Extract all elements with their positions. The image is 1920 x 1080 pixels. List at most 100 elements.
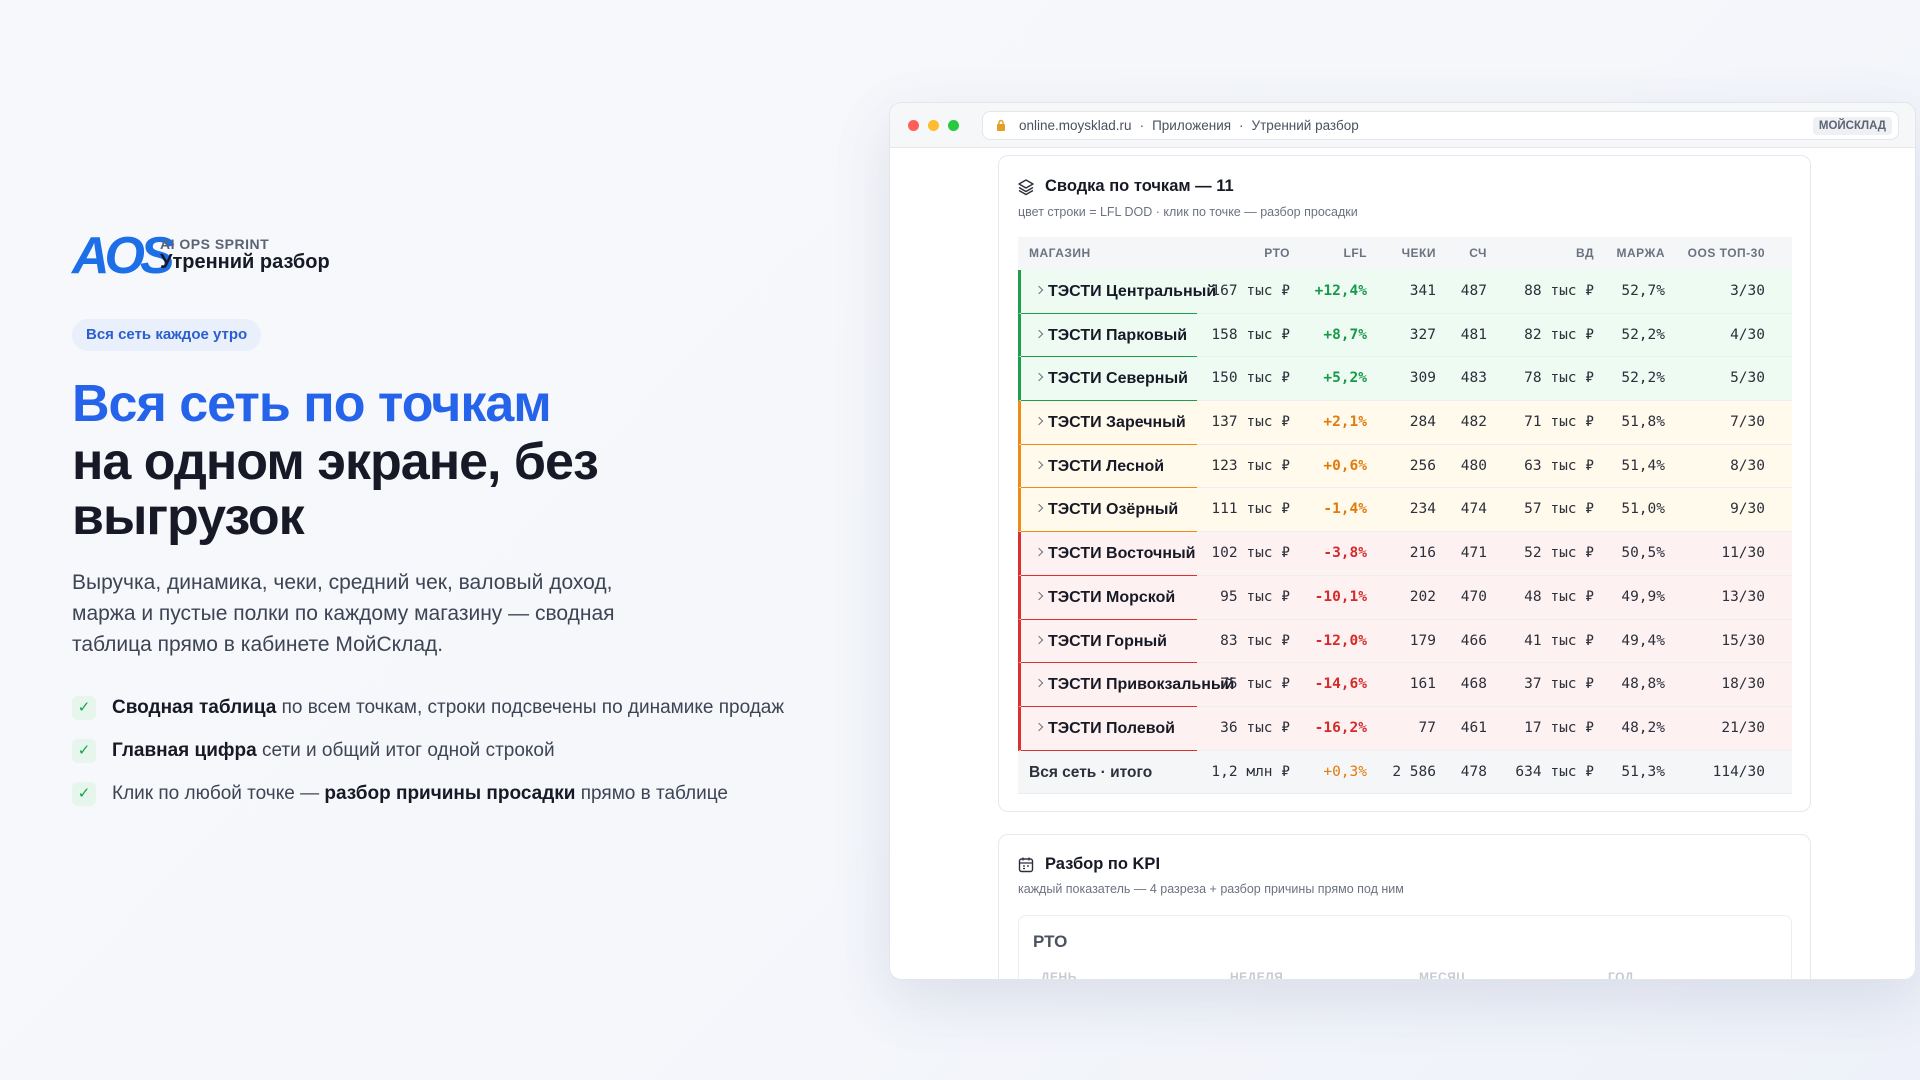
- table-cell: 52 тыс ₽: [1524, 545, 1594, 562]
- table-cell: 634 тыс ₽: [1515, 763, 1594, 780]
- eyebrow: AI OPS SPRINT: [160, 236, 270, 252]
- table-cell: 17 тыс ₽: [1524, 719, 1594, 736]
- brand-badge: МОЙСКЛАД: [1812, 117, 1892, 135]
- table-cell: 466: [1460, 632, 1487, 649]
- product-name: Утренний разбор: [160, 251, 330, 273]
- table-cell: 327: [1409, 326, 1436, 343]
- row-accent: [1021, 487, 1197, 489]
- table-cell: 309: [1409, 370, 1436, 387]
- table-cell: 51,8%: [1621, 414, 1665, 431]
- table-cell: 78 тыс ₽: [1524, 370, 1594, 387]
- check-icon: ✓: [72, 782, 96, 806]
- row-accent: [1021, 531, 1197, 533]
- table-cell: 123 тыс ₽: [1211, 457, 1290, 474]
- table-cell: 487: [1460, 283, 1487, 299]
- period-label: ГОД: [1608, 970, 1634, 980]
- bullet: ✓ Сводная таблица по всем точкам, строки …: [72, 696, 784, 720]
- table-cell: 202: [1409, 588, 1436, 605]
- card-title: Сводка по точкам — 11: [1045, 177, 1234, 195]
- table-cell: 51,0%: [1621, 501, 1665, 518]
- table-cell: 102 тыс ₽: [1211, 545, 1290, 562]
- table-cell: 474: [1460, 501, 1487, 518]
- url-part: Приложения: [1152, 118, 1232, 133]
- store-row[interactable]: ТЭСТИ Морской 95 тыс ₽ -10,1% 202 470 48 тыс …: [1018, 575, 1792, 620]
- table-cell: 482: [1460, 414, 1487, 431]
- store-row[interactable]: ТЭСТИ Заречный 137 тыс ₽ +2,1% 284 482 71 тыс…: [1018, 401, 1792, 445]
- table-cell: 52,2%: [1621, 370, 1665, 387]
- table-cell: +0,6%: [1323, 457, 1367, 474]
- bullet-text: Клик по любой точке —: [112, 783, 325, 805]
- chevron: [1034, 285, 1044, 295]
- row-accent: [1021, 400, 1197, 402]
- total-row: Вся сеть · итого 1,2 млн ₽ +0,3% 2 586 478 63…: [1018, 750, 1792, 795]
- table-cell: 88 тыс ₽: [1524, 283, 1594, 299]
- url-part: Утренний разбор: [1251, 118, 1359, 133]
- period-label: НЕДЕЛЯ: [1230, 970, 1284, 980]
- store-row[interactable]: ТЭСТИ Парковый 158 тыс ₽ +8,7% 327 481 82 тыс…: [1018, 313, 1792, 358]
- table-cell: 48,2%: [1621, 719, 1665, 736]
- store-row[interactable]: ТЭСТИ Горный 83 тыс ₽ -12,0% 179 466 41 тыс ₽…: [1018, 619, 1792, 664]
- table-cell: 49,9%: [1621, 588, 1665, 605]
- row-accent: [1021, 705, 1197, 707]
- table-cell: 470: [1460, 588, 1487, 605]
- table-cell: 52,2%: [1621, 326, 1665, 343]
- table-cell: +0,3%: [1323, 763, 1367, 780]
- column-header: РТО: [1264, 246, 1290, 260]
- row-accent: [1021, 749, 1197, 751]
- store-name: ТЭСТИ Заречный: [1048, 414, 1186, 432]
- bullet-text: Сводная таблица: [112, 697, 277, 719]
- chevron: [1034, 722, 1044, 732]
- kpi-block-title: РТО: [1033, 932, 1068, 951]
- check-icon: ✓: [72, 739, 96, 763]
- card-title: Разбор по KPI: [1045, 855, 1161, 873]
- table-cell: 150 тыс ₽: [1211, 370, 1290, 387]
- store-name: ТЭСТИ Центральный: [1048, 283, 1217, 300]
- close-dot[interactable]: [908, 120, 919, 131]
- table-cell: +12,4%: [1314, 283, 1367, 299]
- column-header: МАРЖА: [1616, 246, 1665, 260]
- bullet-text: прямо в таблице: [575, 783, 728, 805]
- chevron: [1034, 678, 1044, 688]
- address-bar[interactable]: online.moysklad.ru · Приложения · Утренний р…: [982, 111, 1899, 140]
- column-header: LFL: [1343, 246, 1367, 260]
- store-name: ТЭСТИ Привокзальный: [1048, 676, 1235, 694]
- lead: Выручка, динамика, чеки, средний чек, ва…: [72, 571, 615, 656]
- chevron: [1034, 591, 1044, 601]
- browser-window: online.moysklad.ru · Приложения · Утренний р…: [889, 102, 1916, 980]
- table-cell: 1,2 млн ₽: [1211, 763, 1290, 780]
- bullet-text: сети и общий итог одной строкой: [256, 740, 555, 762]
- kpi-block: РТО ДЕНЬ НЕДЕЛЯ МЕСЯЦ ГОД: [1018, 915, 1792, 980]
- row-accent: [1021, 662, 1197, 664]
- table-cell: 48 тыс ₽: [1524, 588, 1594, 605]
- kpi-card: Разбор по KPI каждый показатель — 4 разр…: [998, 834, 1811, 980]
- table-cell: 7/30: [1730, 414, 1765, 431]
- card-subtitle: цвет строки = LFL DOD · клик по точке — …: [1018, 205, 1358, 219]
- table-cell: 9/30: [1730, 501, 1765, 518]
- bullet-text: по всем точкам, строки подсвечены по дин…: [276, 697, 785, 719]
- store-row[interactable]: ТЭСТИ Привокзальный 75 тыс ₽ -14,6% 161 468 3…: [1018, 663, 1792, 707]
- row-accent: [1021, 574, 1197, 576]
- store-row[interactable]: ТЭСТИ Северный 150 тыс ₽ +5,2% 309 483 78 тыс…: [1018, 357, 1792, 402]
- store-row[interactable]: ТЭСТИ Лесной 123 тыс ₽ +0,6% 256 480 63 тыс ₽…: [1018, 444, 1792, 489]
- table-cell: 49,4%: [1621, 632, 1665, 649]
- check-icon: ✓: [72, 696, 96, 720]
- table-cell: 234: [1409, 501, 1436, 518]
- bullet: ✓ Клик по любой точке — разбор причины пр…: [72, 782, 728, 806]
- headline: на одном экране, без: [72, 433, 599, 491]
- table-cell: 8/30: [1730, 457, 1765, 474]
- store-row[interactable]: ТЭСТИ Полевой 36 тыс ₽ -16,2% 77 461 17 тыс ₽…: [1018, 706, 1792, 751]
- store-row[interactable]: ТЭСТИ Озёрный 111 тыс ₽ -1,4% 234 474 57 тыс …: [1018, 488, 1792, 533]
- url-separator: ·: [1139, 118, 1145, 133]
- store-row[interactable]: ТЭСТИ Центральный 167 тыс ₽ +12,4% 341 487 88…: [1018, 270, 1792, 314]
- table-cell: 341: [1409, 283, 1436, 299]
- table-cell: 51,3%: [1621, 763, 1665, 780]
- table-cell: -12,0%: [1314, 632, 1367, 649]
- minimize-dot[interactable]: [928, 120, 939, 131]
- zoom-dot[interactable]: [948, 120, 959, 131]
- store-row[interactable]: ТЭСТИ Восточный 102 тыс ₽ -3,8% 216 471 52 ты…: [1018, 532, 1792, 576]
- row-accent: [1021, 618, 1197, 620]
- table-cell: 57 тыс ₽: [1524, 501, 1594, 518]
- table-cell: 481: [1460, 326, 1487, 343]
- table-cell: 137 тыс ₽: [1211, 414, 1290, 431]
